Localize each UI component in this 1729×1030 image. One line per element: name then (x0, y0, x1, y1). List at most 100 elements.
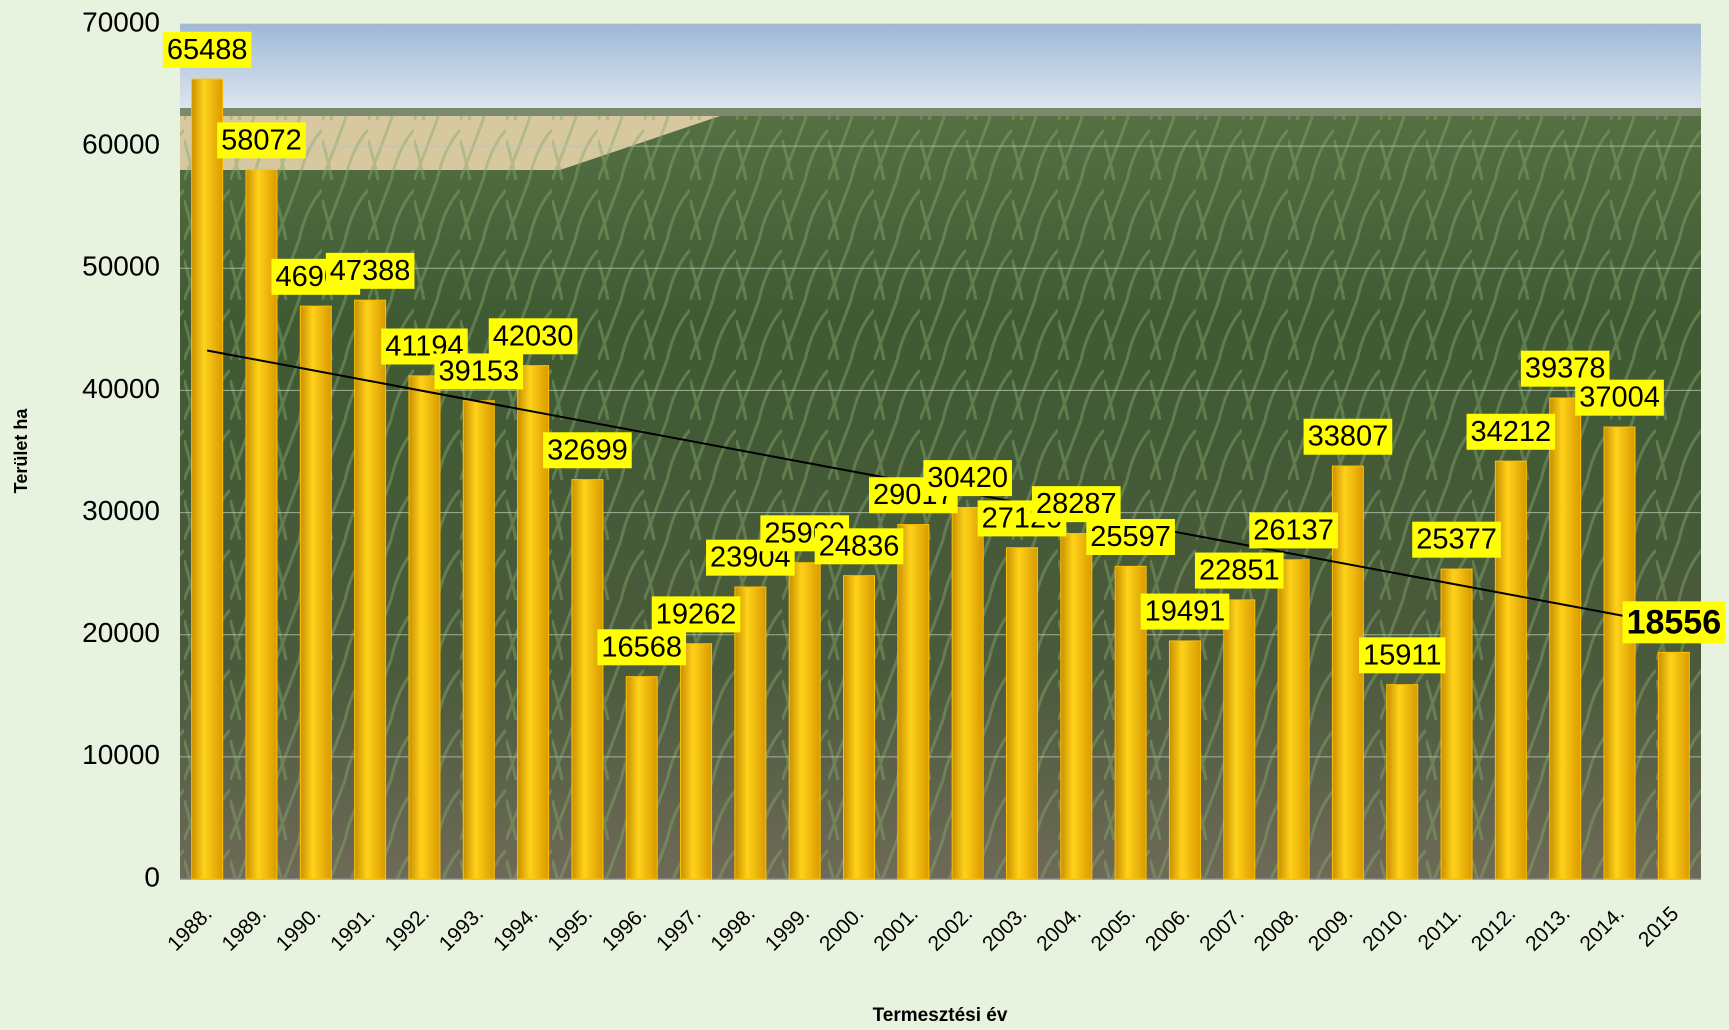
value-label-box (217, 122, 306, 159)
y-tick-label: 50000 (82, 251, 160, 282)
y-tick-label: 10000 (82, 739, 160, 770)
value-label: 37004 (1579, 382, 1660, 414)
x-tick-label: 1995. (543, 902, 596, 955)
x-tick-label: 2004. (1032, 902, 1085, 955)
value-label: 15911 (1363, 639, 1442, 671)
x-tick-label: 2014. (1576, 902, 1629, 955)
y-tick-label: 0 (144, 861, 160, 892)
y-tick-label: 60000 (82, 129, 160, 160)
x-tick-label: 2009. (1304, 902, 1357, 955)
x-tick-label: 1991. (326, 902, 379, 955)
bar (1168, 640, 1201, 880)
x-tick-label: 1994. (489, 902, 542, 955)
value-label: 39153 (438, 355, 519, 387)
bar (1603, 426, 1636, 880)
value-label-box (488, 318, 578, 355)
x-tick-label: 1999. (761, 902, 814, 955)
background-photo (180, 24, 1701, 879)
value-label-box (923, 460, 1012, 497)
x-tick-label: 2006. (1141, 902, 1194, 955)
x-tick-label: 2007. (1195, 902, 1248, 955)
bar (788, 562, 821, 880)
bar (191, 78, 224, 880)
y-tick-label: 40000 (82, 373, 160, 404)
value-label-box (1412, 521, 1501, 558)
x-tick-label: 1992. (380, 902, 433, 955)
value-label-box (1622, 601, 1726, 644)
value-label-box (1358, 637, 1446, 674)
bar (1060, 532, 1093, 880)
bar (571, 479, 604, 880)
bar (1386, 684, 1419, 880)
value-label: 25597 (1090, 521, 1171, 553)
bar (897, 524, 930, 880)
bar (1440, 568, 1473, 880)
value-label-box (1303, 418, 1393, 455)
bar (1114, 565, 1147, 880)
value-label-box (1575, 379, 1664, 416)
value-label: 19491 (1145, 596, 1226, 628)
value-label-box (597, 629, 687, 666)
x-tick-label: 2001. (869, 902, 922, 955)
x-tick-label: 1997. (652, 902, 705, 955)
x-tick-label: 2012. (1467, 902, 1520, 955)
bar (680, 643, 713, 880)
bar (843, 575, 876, 880)
value-label: 28287 (1036, 488, 1117, 520)
value-label: 42030 (493, 320, 574, 352)
value-label-box (1086, 519, 1175, 556)
bar (299, 305, 332, 880)
value-label-box (162, 31, 252, 68)
y-tick-label: 20000 (82, 617, 160, 648)
value-label-box (434, 353, 524, 390)
bar (354, 299, 387, 880)
y-tick-label: 70000 (82, 6, 160, 37)
value-label-box (1466, 413, 1556, 450)
bar (951, 506, 984, 880)
value-label: 47388 (330, 255, 411, 287)
value-label: 18556 (1627, 603, 1722, 641)
x-axis-title: Termesztési év (873, 1005, 1008, 1026)
value-label: 34212 (1471, 416, 1552, 448)
value-label-box (1249, 512, 1338, 549)
x-tick-label: 1993. (435, 902, 488, 955)
bar (1657, 651, 1690, 880)
value-label: 65488 (167, 34, 248, 66)
bar (1331, 465, 1364, 880)
x-tick-label: 2015 (1634, 902, 1683, 951)
x-tick-label: 1988. (163, 902, 216, 955)
y-tick-label: 30000 (82, 495, 160, 526)
value-label: 25377 (1416, 524, 1497, 556)
value-label-box (814, 528, 904, 565)
bar (625, 676, 658, 880)
value-label: 16568 (601, 631, 682, 663)
x-tick-label: 1996. (598, 902, 651, 955)
value-label: 58072 (221, 124, 302, 156)
value-label-box (651, 596, 741, 633)
value-label-box (325, 252, 415, 289)
value-label: 30420 (927, 462, 1008, 494)
bar (1005, 547, 1038, 880)
x-tick-label: 2000. (815, 902, 868, 955)
x-tick-label: 2010. (1358, 902, 1411, 955)
x-tick-label: 1990. (272, 902, 325, 955)
value-label-box (543, 432, 632, 469)
value-label-box (1140, 593, 1230, 630)
x-tick-label: 1989. (218, 902, 271, 955)
bar (1549, 397, 1582, 880)
x-tick-label: 2005. (1087, 902, 1140, 955)
bar (1277, 559, 1310, 880)
x-tick-label: 1998. (706, 902, 759, 955)
value-label: 39378 (1525, 353, 1606, 385)
bar (462, 400, 495, 880)
x-tick-label: 2008. (1250, 902, 1303, 955)
value-label: 32699 (547, 434, 628, 466)
y-axis-title: Terület ha (11, 408, 31, 494)
bar (408, 375, 441, 880)
value-label: 26137 (1253, 514, 1334, 546)
value-label-box (1031, 486, 1121, 523)
value-label-box (1194, 552, 1284, 589)
x-tick-label: 2011. (1414, 902, 1466, 954)
